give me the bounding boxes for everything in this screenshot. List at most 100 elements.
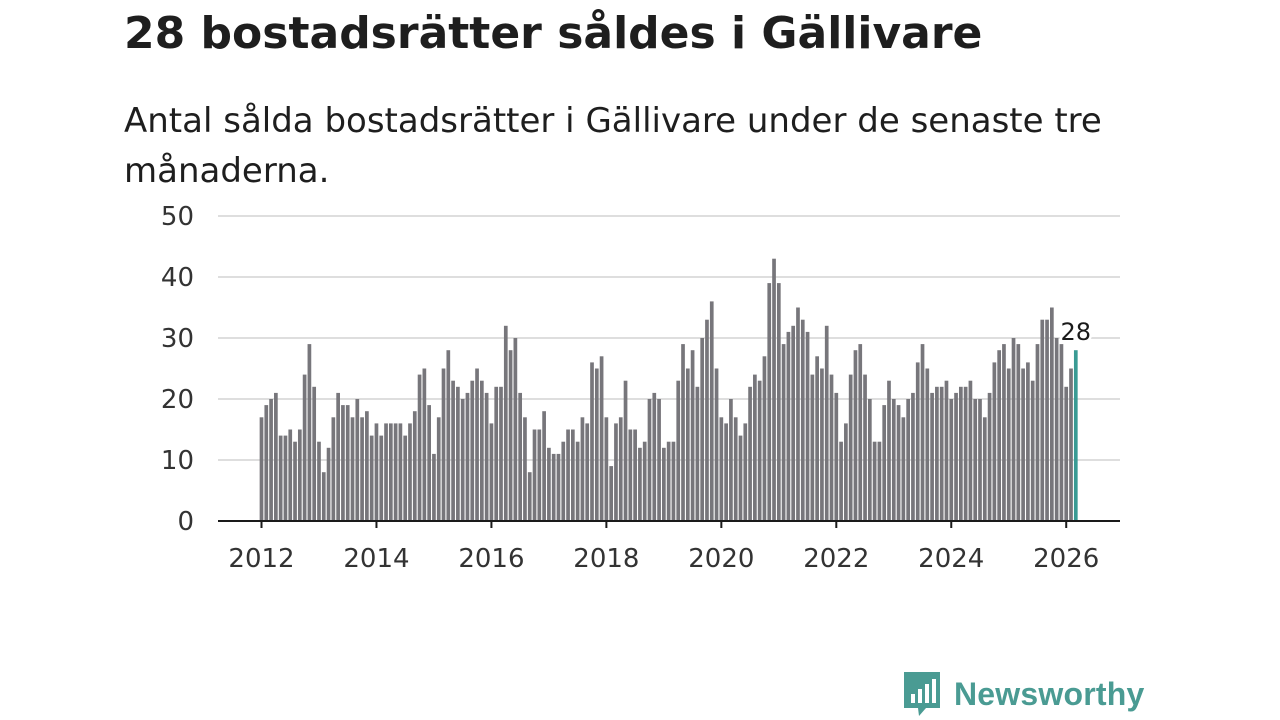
bar	[331, 417, 336, 521]
bar	[796, 307, 800, 521]
bar	[451, 380, 455, 521]
bar	[633, 429, 637, 521]
bar	[374, 423, 379, 521]
bar	[1040, 319, 1045, 521]
bar	[681, 344, 685, 521]
bar	[891, 399, 896, 521]
bar	[523, 417, 527, 521]
bar	[719, 417, 724, 521]
bar	[317, 441, 321, 521]
bar	[432, 453, 436, 521]
bar	[479, 380, 484, 521]
y-axis: 0 10 20 30 40 50	[161, 202, 194, 537]
bar	[729, 399, 733, 521]
bar	[561, 441, 566, 521]
bar	[772, 258, 776, 521]
y-tick-label: 40	[161, 263, 194, 293]
last-value-label: 28	[1061, 318, 1092, 346]
bar	[417, 374, 422, 521]
bar	[671, 441, 676, 521]
bar	[489, 423, 494, 521]
bar	[297, 429, 302, 521]
bar	[388, 423, 393, 521]
bar	[585, 423, 590, 521]
bar	[638, 447, 642, 521]
bar	[274, 392, 278, 521]
bar	[978, 399, 982, 521]
bar	[547, 447, 551, 521]
bar	[753, 374, 757, 521]
bar	[288, 429, 293, 521]
bar	[676, 380, 681, 521]
bar	[853, 350, 858, 521]
bar	[594, 368, 599, 521]
bar	[537, 429, 542, 521]
bar	[901, 417, 906, 521]
bar	[293, 441, 297, 521]
bar	[336, 392, 340, 521]
bar	[973, 399, 978, 521]
bar	[436, 417, 441, 521]
bar	[805, 331, 810, 521]
bar	[642, 441, 647, 521]
bar	[896, 405, 901, 521]
bar	[662, 447, 666, 521]
bar	[369, 435, 374, 521]
bar	[829, 374, 834, 521]
x-tick-label: 2016	[458, 544, 524, 574]
x-tick-label: 2012	[228, 544, 294, 574]
y-tick-label: 10	[161, 446, 194, 476]
bar	[652, 392, 657, 521]
bar	[1035, 344, 1040, 521]
bar	[1064, 386, 1069, 521]
bar	[446, 350, 451, 521]
bar	[283, 435, 288, 521]
x-axis: 2012 2014 2016 2018 2020 2022 2024 2026	[218, 520, 1120, 574]
y-tick-label: 30	[161, 324, 194, 354]
bar	[858, 344, 863, 521]
newsworthy-logo-icon	[904, 672, 940, 716]
bar	[767, 283, 772, 521]
bar	[1054, 338, 1059, 521]
bar	[599, 356, 604, 521]
bar	[920, 344, 925, 521]
bar	[815, 356, 819, 521]
bar	[935, 386, 939, 521]
bar	[954, 392, 958, 521]
bar	[824, 325, 829, 521]
bar	[944, 380, 949, 521]
bar	[590, 362, 594, 521]
x-tick-label: 2024	[918, 544, 984, 574]
bar	[748, 386, 752, 521]
bar	[958, 386, 963, 521]
bar	[925, 368, 930, 521]
bar	[762, 356, 767, 521]
bar	[800, 319, 805, 521]
bar	[542, 411, 546, 521]
bar	[527, 472, 532, 521]
bar	[1069, 368, 1073, 521]
bar	[623, 380, 628, 521]
brand-name: Newsworthy	[954, 675, 1145, 712]
bar	[1016, 344, 1021, 521]
bar	[302, 374, 307, 521]
chart-title: 28 bostadsrätter såldes i Gällivare	[124, 8, 983, 59]
bar	[839, 441, 843, 521]
x-tick-label: 2014	[343, 544, 409, 574]
bar	[1021, 368, 1025, 521]
bar	[456, 386, 460, 521]
bars	[259, 258, 1078, 521]
bar	[776, 283, 781, 521]
bar	[307, 344, 312, 521]
bar	[982, 417, 987, 521]
bar	[867, 399, 872, 521]
bar	[580, 417, 585, 521]
bar	[911, 392, 915, 521]
bar	[949, 399, 954, 521]
bar	[384, 423, 388, 521]
bar	[365, 411, 369, 521]
bar	[441, 368, 446, 521]
bar	[724, 423, 728, 521]
bar	[475, 368, 479, 521]
